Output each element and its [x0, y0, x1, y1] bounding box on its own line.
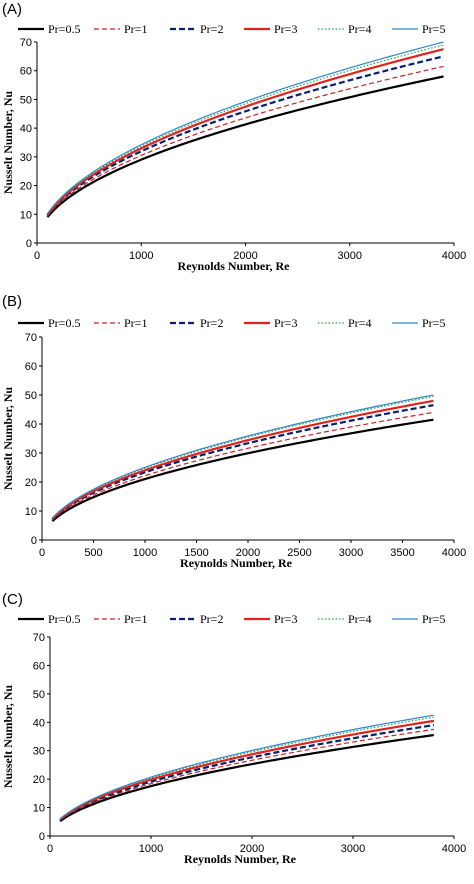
- x-tick-label: 1000: [129, 250, 153, 262]
- series-line: [51, 411, 434, 521]
- y-tick-label: 0: [31, 535, 37, 547]
- legend-label: Pr=1: [124, 612, 147, 626]
- legend: Pr=0.5 Pr=1 Pr=2 Pr=3 Pr=4 Pr=5: [18, 316, 445, 330]
- x-tick-label: 2000: [236, 547, 260, 559]
- panel-label: (A): [2, 1, 22, 18]
- y-tick-label: 10: [20, 209, 32, 221]
- y-axis-title: Nusselt Number, Nu: [1, 91, 15, 195]
- y-tick-label: 50: [20, 94, 32, 106]
- legend-label: Pr=0.5: [48, 612, 80, 626]
- y-tick-label: 10: [33, 803, 45, 815]
- y-tick-label: 10: [25, 506, 37, 518]
- series-line: [51, 395, 434, 519]
- panel-label: (C): [2, 591, 23, 608]
- y-tick-label: 60: [20, 66, 32, 78]
- legend-label: Pr=0.5: [48, 316, 80, 330]
- x-tick-label: 2500: [287, 547, 311, 559]
- legend-label: Pr=0.5: [48, 22, 80, 36]
- x-tick-label: 3000: [341, 843, 365, 855]
- legend-label: Pr=5: [422, 22, 445, 36]
- x-tick-label: 1000: [139, 843, 163, 855]
- legend-label: Pr=2: [200, 612, 223, 626]
- y-tick-label: 40: [20, 123, 32, 135]
- x-tick-label: 4000: [442, 547, 466, 559]
- legend-label: Pr=2: [200, 316, 223, 330]
- x-axis-title: Reynolds Number, Re: [184, 852, 297, 866]
- legend-label: Pr=4: [348, 316, 371, 330]
- x-tick-label: 1500: [184, 547, 208, 559]
- y-tick-label: 70: [25, 332, 37, 344]
- series-line: [46, 55, 444, 217]
- x-tick-label: 2000: [233, 250, 257, 262]
- y-tick-label: 70: [33, 632, 45, 644]
- legend-label: Pr=3: [274, 612, 297, 626]
- x-tick-label: 3000: [338, 250, 362, 262]
- y-tick-label: 50: [33, 689, 45, 701]
- y-tick-label: 60: [33, 660, 45, 672]
- y-tick-label: 30: [20, 152, 32, 164]
- y-tick-label: 70: [20, 37, 32, 49]
- legend-label: Pr=2: [200, 22, 223, 36]
- series-line: [46, 48, 444, 216]
- series-line: [51, 394, 434, 519]
- y-tick-label: 20: [20, 181, 32, 193]
- series-line: [46, 75, 444, 218]
- legend: Pr=0.5 Pr=1 Pr=2 Pr=3 Pr=4 Pr=5: [18, 22, 445, 36]
- y-tick-label: 0: [39, 831, 45, 843]
- y-tick-label: 30: [33, 746, 45, 758]
- series-line: [59, 724, 434, 821]
- chart-panel: (A) Pr=0.5 Pr=1 Pr=2 Pr=3 Pr=4 Pr=5 0 10 20 30 40 50…: [1, 1, 466, 273]
- x-tick-label: 3000: [339, 547, 363, 559]
- legend-label: Pr=3: [274, 316, 297, 330]
- y-tick-label: 50: [25, 390, 37, 402]
- series-line: [59, 728, 434, 822]
- y-tick-label: 40: [25, 419, 37, 431]
- legend-label: Pr=5: [422, 612, 445, 626]
- series-line: [59, 719, 434, 821]
- legend-label: Pr=5: [422, 316, 445, 330]
- y-tick-label: 20: [33, 774, 45, 786]
- y-tick-label: 40: [33, 717, 45, 729]
- x-tick-label: 3500: [390, 547, 414, 559]
- series-line: [59, 733, 434, 823]
- series-line: [46, 65, 444, 217]
- y-tick-label: 20: [25, 477, 37, 489]
- chart-panel: (C) Pr=0.5 Pr=1 Pr=2 Pr=3 Pr=4 Pr=5 0 10 20 30 40 50…: [1, 591, 466, 866]
- series-line: [59, 714, 434, 820]
- series-line: [51, 399, 434, 520]
- series-line: [59, 716, 434, 820]
- series-line: [51, 418, 434, 522]
- legend-label: Pr=4: [348, 612, 371, 626]
- legend-label: Pr=1: [124, 22, 147, 36]
- x-tick-label: 0: [34, 250, 40, 262]
- legend-label: Pr=4: [348, 22, 371, 36]
- y-tick-label: 30: [25, 448, 37, 460]
- x-tick-label: 0: [47, 843, 53, 855]
- x-tick-label: 0: [39, 547, 45, 559]
- series-line: [46, 44, 444, 215]
- legend: Pr=0.5 Pr=1 Pr=2 Pr=3 Pr=4 Pr=5: [18, 612, 445, 626]
- x-tick-label: 4000: [442, 843, 466, 855]
- y-tick-label: 60: [25, 361, 37, 373]
- x-tick-label: 2000: [240, 843, 264, 855]
- legend-label: Pr=1: [124, 316, 147, 330]
- legend-label: Pr=3: [274, 22, 297, 36]
- x-tick-label: 4000: [442, 250, 466, 262]
- chart-panel: (B) Pr=0.5 Pr=1 Pr=2 Pr=3 Pr=4 Pr=5 0 10 20 30 40 50…: [1, 293, 466, 570]
- series-line: [46, 41, 444, 215]
- panel-label: (B): [2, 293, 22, 310]
- x-axis-title: Reynolds Number, Re: [180, 556, 293, 570]
- series-line: [51, 404, 434, 521]
- y-tick-label: 0: [26, 238, 32, 250]
- x-axis-title: Reynolds Number, Re: [178, 259, 291, 273]
- x-tick-label: 1000: [133, 547, 157, 559]
- y-axis-title: Nusselt Number, Nu: [1, 685, 15, 789]
- y-axis-title: Nusselt Number, Nu: [1, 387, 15, 491]
- x-tick-label: 500: [84, 547, 102, 559]
